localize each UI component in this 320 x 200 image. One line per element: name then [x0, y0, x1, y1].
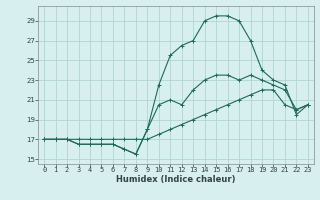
X-axis label: Humidex (Indice chaleur): Humidex (Indice chaleur)	[116, 175, 236, 184]
